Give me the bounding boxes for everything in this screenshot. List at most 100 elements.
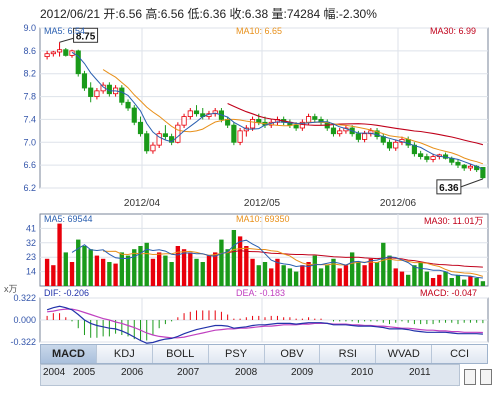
price-candle bbox=[50, 51, 56, 55]
price-candle bbox=[461, 164, 467, 169]
price-tick-label: 7.4 bbox=[23, 114, 36, 124]
price-candle bbox=[212, 110, 218, 115]
price-candle bbox=[181, 116, 187, 126]
volume-bar bbox=[318, 268, 324, 286]
price-candle bbox=[156, 133, 162, 146]
volume-bar bbox=[262, 262, 268, 286]
price-candle bbox=[119, 87, 125, 103]
volume-bar bbox=[150, 258, 156, 286]
range-handle-right-icon[interactable] bbox=[480, 369, 492, 385]
volume-tick-label: 32 bbox=[26, 238, 36, 248]
price-candle bbox=[386, 141, 393, 149]
price-candle bbox=[480, 167, 486, 179]
volume-bar bbox=[256, 265, 261, 286]
volume-bar bbox=[374, 262, 380, 286]
price-panel-frame bbox=[39, 27, 489, 189]
price-candle bbox=[293, 124, 299, 129]
price-candle bbox=[94, 90, 100, 97]
dea-readout: DEA: -0.183 bbox=[236, 288, 286, 298]
price-candle bbox=[231, 124, 237, 143]
volume-unit-label: x万 bbox=[4, 284, 18, 294]
volume-bar bbox=[480, 281, 486, 286]
tab-rsi[interactable]: RSI bbox=[320, 345, 377, 363]
range-handle-left-icon[interactable] bbox=[464, 369, 476, 385]
volume-bar bbox=[269, 268, 274, 286]
tab-obv[interactable]: OBV bbox=[265, 345, 321, 363]
ma30-readout: MA30: 6.99 bbox=[430, 26, 477, 36]
volume-bar bbox=[387, 255, 392, 286]
price-candle bbox=[312, 116, 318, 120]
volume-bar bbox=[88, 249, 93, 286]
price-candle bbox=[162, 133, 168, 137]
year-label: 2009 bbox=[291, 367, 314, 378]
ma5-line bbox=[71, 51, 484, 170]
macd-tick-label: 0.322 bbox=[13, 293, 36, 303]
timeline-navigator[interactable]: 2004 2005 2006 2007 2008 2009 2010 2011 bbox=[40, 364, 460, 386]
volume-bar bbox=[300, 265, 305, 286]
price-candle bbox=[175, 124, 181, 143]
ma10-line bbox=[102, 69, 484, 165]
price-candle bbox=[368, 130, 374, 135]
volume-bar bbox=[468, 276, 473, 286]
price-candle bbox=[44, 53, 50, 57]
price-tick-label: 7.0 bbox=[23, 137, 36, 147]
price-tick-label: 8.2 bbox=[23, 69, 36, 79]
volume-bar bbox=[312, 255, 317, 286]
volume-bar bbox=[250, 258, 255, 286]
price-candle bbox=[75, 50, 81, 75]
volume-bar bbox=[381, 242, 386, 286]
price-candle bbox=[355, 133, 361, 140]
volume-bar bbox=[437, 274, 442, 286]
year-label: 2007 bbox=[177, 367, 200, 378]
volume-bar bbox=[163, 255, 168, 286]
volume-bar bbox=[44, 258, 50, 286]
volume-bar bbox=[449, 278, 454, 286]
volume-bar bbox=[181, 249, 187, 286]
tab-cci[interactable]: CCI bbox=[450, 348, 470, 360]
price-candle bbox=[249, 119, 256, 129]
ma10-readout: MA10: 6.65 bbox=[236, 26, 283, 36]
volume-bar bbox=[125, 255, 131, 286]
date-tick-label: 2012/04 bbox=[124, 198, 161, 209]
price-candle bbox=[424, 156, 430, 160]
volume-bar bbox=[169, 262, 174, 286]
volume-tick-label: 23 bbox=[26, 252, 36, 262]
volume-bar bbox=[144, 242, 149, 286]
tab-wvad[interactable]: WVAD bbox=[376, 345, 433, 363]
price-candle bbox=[56, 49, 63, 53]
volume-bar bbox=[231, 230, 237, 286]
volume-bar bbox=[325, 265, 330, 286]
price-candle bbox=[330, 127, 337, 135]
price-candle bbox=[411, 144, 417, 155]
year-label: 2005 bbox=[73, 367, 96, 378]
volume-bar bbox=[213, 252, 218, 286]
price-candle bbox=[374, 130, 380, 137]
volume-tick-label: 41 bbox=[26, 223, 36, 233]
volume-bar bbox=[337, 268, 342, 286]
volume-bar bbox=[138, 246, 143, 286]
indicator-tabs: MACD KDJ BOLL PSY OBV RSI WVAD CCI bbox=[40, 344, 488, 364]
price-candle bbox=[305, 116, 312, 123]
tab-boll[interactable]: BOLL bbox=[153, 345, 209, 363]
volume-bar bbox=[362, 265, 367, 286]
high-callout-leader bbox=[59, 37, 74, 43]
tab-macd[interactable]: MACD bbox=[41, 345, 97, 363]
volume-bar bbox=[474, 278, 479, 286]
price-tick-label: 8.6 bbox=[23, 46, 36, 56]
price-candle bbox=[137, 121, 144, 135]
price-candle bbox=[362, 133, 368, 140]
vol-ma10-readout: MA10: 69350 bbox=[236, 214, 290, 224]
price-candle bbox=[187, 110, 193, 117]
tab-kdj[interactable]: KDJ bbox=[97, 345, 153, 363]
tab-psy[interactable]: PSY bbox=[209, 345, 265, 363]
price-candle bbox=[393, 141, 399, 149]
volume-ma10-line bbox=[103, 247, 484, 277]
high-callout-box bbox=[73, 27, 99, 43]
volume-bar bbox=[306, 262, 311, 286]
price-candle bbox=[237, 130, 243, 143]
high-callout-label: 8.75 bbox=[76, 31, 96, 42]
price-candle bbox=[63, 49, 69, 56]
year-label: 2008 bbox=[235, 367, 258, 378]
price-candle bbox=[225, 119, 231, 126]
